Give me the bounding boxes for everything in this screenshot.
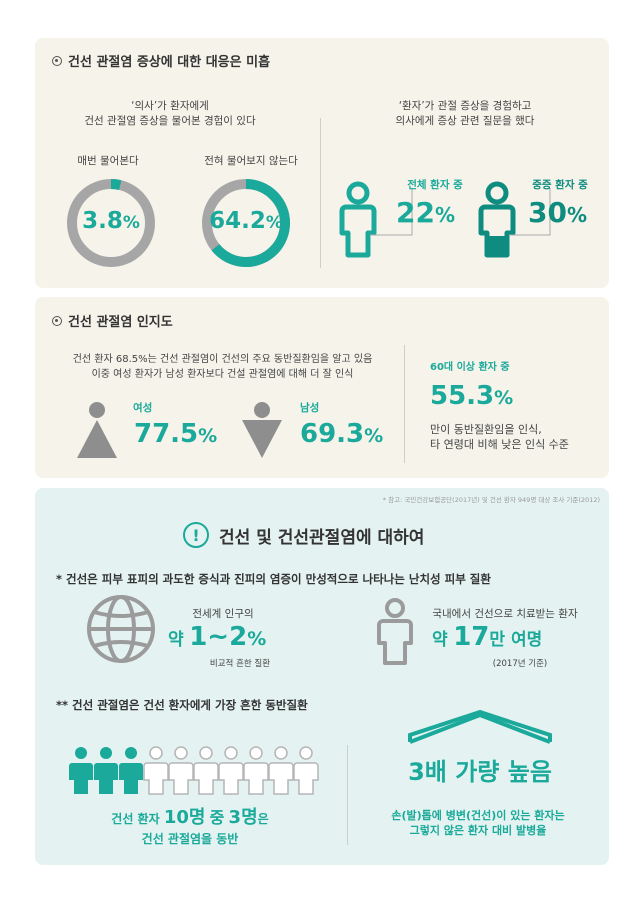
donut1-value: 3.8%	[82, 208, 140, 234]
patient1-label: 전체 환자 중	[407, 179, 463, 191]
awareness-desc: 건선 환자 68.5%는 건선 관절염이 건선의 주요 동반질환임을 알고 있음…	[72, 354, 373, 380]
donut2-label: 전혀 물어보지 않는다	[204, 155, 298, 167]
patient2-value: 30%	[528, 196, 588, 229]
bullet-icon	[52, 315, 62, 326]
divider	[347, 745, 348, 845]
section2-title: 건선 관절염 인지도	[52, 311, 173, 330]
exclamation-icon: !	[183, 522, 209, 548]
age-value: 55.3%	[430, 381, 514, 411]
people-caption: 건선 환자 10명 중 3명은 건선 관절염을 동반	[111, 807, 269, 846]
panel-awareness	[35, 297, 609, 478]
globe-caption: 전세계 인구의	[192, 608, 254, 620]
globe-sub: 비교적 흔한 질환	[209, 659, 271, 669]
donut2-value: 64.2%	[209, 208, 283, 234]
bullet-icon	[52, 55, 62, 66]
patient-heading: ‘환자’가 관절 증상을 경험하고 의사에게 증상 관련 질문을 했다	[395, 100, 535, 127]
donut1-label: 매번 물어본다	[77, 155, 139, 167]
male-label: 남성	[300, 402, 320, 414]
age-label: 60대 이상 환자 중	[430, 362, 510, 373]
note2: ** 건선 관절염은 건선 환자에게 가장 흔한 동반질환	[56, 698, 308, 712]
doctor-heading: ‘의사’가 환자에게 건선 관절염 증상을 물어본 경험이 있다	[84, 100, 256, 127]
korea-sub: (2017년 기준)	[492, 659, 548, 669]
male-value: 69.3%	[300, 419, 384, 449]
age-desc: 만이 동반질환임을 인식, 타 연령대 비해 낮은 인식 수준	[430, 423, 569, 451]
korea-caption: 국내에서 건선으로 치료받는 환자	[432, 608, 578, 620]
house-value: 3배 가량 높음	[408, 758, 552, 786]
patient2-label: 중증 환자 중	[532, 179, 588, 191]
section3-title: ! 건선 및 건선관절염에 대하여	[183, 522, 424, 548]
korea-value: 약 17만 여명	[432, 622, 543, 652]
house-desc: 손(발)톱에 병변(건선)이 있는 환자는 그렇지 않은 환자 대비 발병율	[391, 809, 565, 837]
female-label: 여성	[133, 402, 153, 414]
note1: * 건선은 피부 표피의 과도한 증식과 진피의 염증이 만성적으로 나타나는 …	[56, 572, 491, 586]
source-note: * 참고: 국민건강보험공단(2017년) 및 건선 환자 949명 대상 조사…	[382, 496, 600, 504]
female-value: 77.5%	[134, 419, 218, 449]
panel-about	[35, 488, 609, 865]
divider	[320, 118, 321, 268]
globe-value: 약 1~2%	[168, 622, 267, 652]
section1-title: 건선 관절염 증상에 대한 대응은 미흡	[52, 51, 270, 70]
divider	[404, 345, 405, 463]
patient1-value: 22%	[396, 196, 456, 229]
